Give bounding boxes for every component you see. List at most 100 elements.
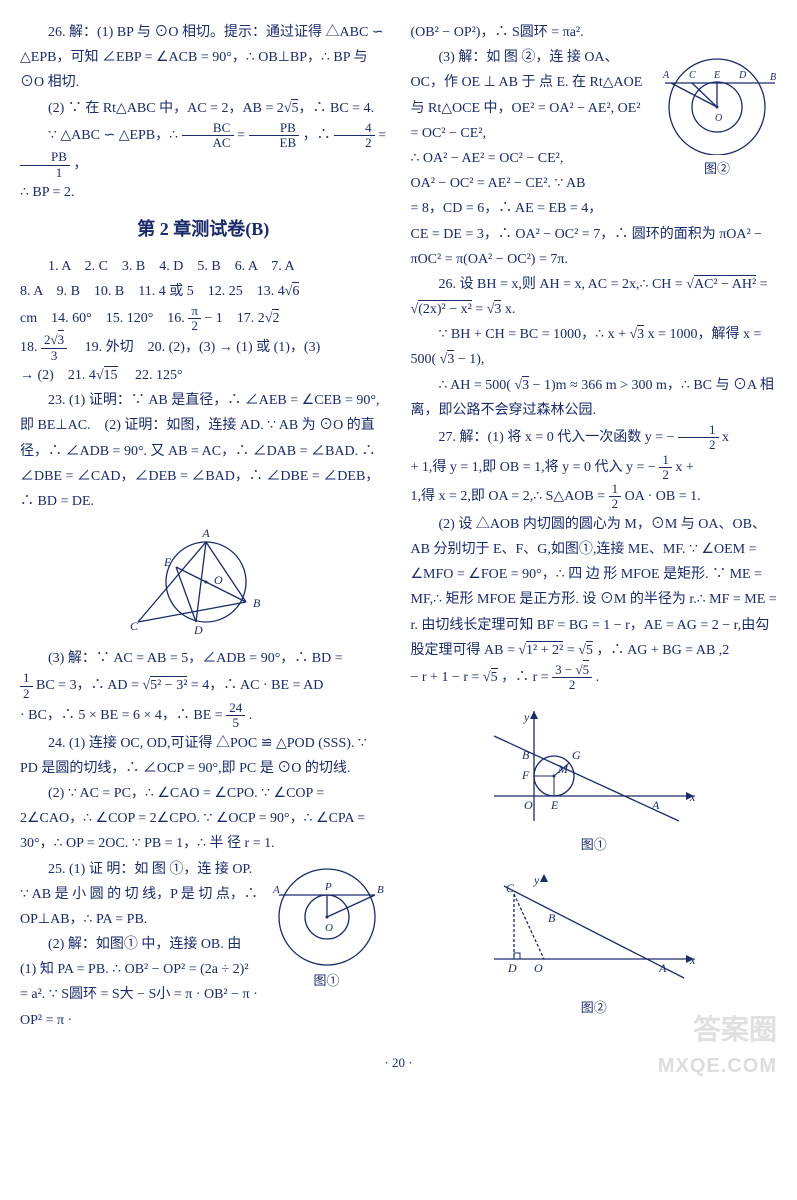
frac: 12 [678,423,719,453]
q26-2f: ∴ BP = 2. [20,180,387,205]
text: 27. 解：(1) 将 x = 0 代入一次函数 y = − [439,430,679,445]
text: (2) ∵ 在 Rt△ABC 中，AC = 2，AB = 2 [48,101,284,116]
svg-text:C: C [689,70,696,81]
text: = 4，∴ AC · BE = AD [191,678,323,693]
fig-label: 图① [267,969,387,992]
text: + 1,得 y = 1,即 OB = 1,将 y = 0 代入 y = − [411,460,660,475]
text: 19. 外切 20. (2)，(3) → (1) 或 (1)，(3) [71,341,321,356]
text: 22. 125° [121,368,183,383]
text: 26. 设 BH = x,则 AH = x, AC = 2x,∴ CH = [439,277,687,292]
text: x. [505,302,516,317]
q24-2: (2) ∵ AC = PC，∴ ∠CAO = ∠CPO. ∵ ∠COP = 2∠… [20,781,387,857]
text: ∵ BH + CH = BC = 1000，∴ x + [439,327,630,342]
r-p27-1: 27. 解：(1) 将 x = 0 代入一次函数 y = − 12 x [411,423,778,453]
sqrt: 6 [292,282,299,299]
text: OA · OB = 1. [625,489,701,504]
svg-text:C: C [130,619,139,633]
r-p26e: ∵ BH + CH = BC = 1000，∴ x + √3 x = 1000，… [411,322,778,372]
q26-2a: (2) ∵ 在 Rt△ABC 中，AC = 2，AB = 2√5，∴ BC = … [20,96,387,121]
svg-text:x: x [689,790,696,804]
r-p27-1e: 1,得 x = 2,即 OA = 2,∴ S△AOB = 12 OA · OB … [411,482,778,512]
text: − 1 17. 2 [204,311,264,326]
q26-1: 26. 解：(1) BP 与 ⊙O 相切。提示：通过证得 △ABC ∽ △EPB… [20,20,387,96]
sqrt: 3 [522,376,529,393]
frac: 12 [609,482,622,512]
q23-1-2: 23. (1) 证明：∵ AB 是直径，∴ ∠AEB = ∠CEB = 90°,… [20,388,387,514]
text: (3) 解：∵ AC = AB = 5，∠ADB = 90°，∴ BD = [48,651,343,666]
frac: 42 [334,121,375,151]
text: cm 14. 60° 15. 120° 16. [20,311,188,326]
figure-coord-1: O E A x y B F M G 图① [411,701,778,856]
r-p3e: CE = DE = 3，∴ OA² − OC² = 7，∴ 圆环的面积为 πOA… [411,222,778,272]
frac: PB1 [20,150,70,180]
frac: 245 [226,701,245,731]
r-p27-2: (2) 设 △AOB 内切圆的圆心为 M，⊙M 与 OA、OB、AB 分别切于 … [411,512,778,663]
text: x + [675,460,693,475]
svg-text:O: O [524,798,533,812]
svg-text:A: A [658,961,667,975]
text: − r + 1 − r = [411,670,483,685]
svg-text:E: E [163,555,172,569]
r-p27-2d: − r + 1 − r = √5 ，∴ r = 3 − √52 . [411,663,778,693]
sqrt: 5 [586,641,593,658]
answers-1: 1. A 2. C 3. B 4. D 5. B 6. A 7. A [20,254,387,279]
text: ，∴ BC = 4. [298,101,374,116]
svg-text:O: O [214,573,223,587]
text: 18. [20,341,41,356]
answers-3: cm 14. 60° 15. 120° 16. π2 − 1 17. 2√2 [20,304,387,334]
answers-5: → (2) 21. 4√15 22. 125° [20,363,387,388]
answers-2: 8. A 9. B 10. B 11. 4 或 5 12. 25 13. 4√6 [20,279,387,304]
text: = [475,302,486,317]
q24-1: 24. (1) 连接 OC, OD,可证得 △POC ≌ △POD (SSS).… [20,731,387,781]
text: 8. A 9. B 10. B 11. 4 或 5 12. 25 13. 4 [20,284,285,299]
text: . [596,670,600,685]
fig-label: 图② [657,157,777,180]
svg-text:A: A [662,70,670,81]
svg-text:A: A [272,884,280,896]
svg-text:P: P [324,881,332,893]
svg-text:C: C [506,881,515,895]
sqrt: 3 [637,325,644,342]
svg-text:B: B [548,911,556,925]
text: − 1), [458,352,485,367]
text: . [249,708,253,723]
r-p27-1c: + 1,得 y = 1,即 OB = 1,将 y = 0 代入 y = − 12… [411,453,778,483]
r-p3d: = 8，CD = 6，∴ AE = EB = 4， [411,196,778,221]
svg-text:x: x [689,953,696,967]
sqrt: (2x)² − x² [418,300,472,317]
svg-text:B: B [377,884,384,896]
svg-text:E: E [550,798,559,812]
answers-4: 18. 2√33 19. 外切 20. (2)，(3) → (1) 或 (1)，… [20,333,387,363]
q23-3b: 12 BC = 3，∴ AD = √5² − 3² = 4，∴ AC · BE … [20,671,387,701]
svg-text:B: B [253,596,261,610]
sqrt: 3 [447,350,454,367]
sqrt: 3 [494,300,501,317]
sqrt: AC² − AH² [694,275,756,292]
svg-text:A: A [202,526,211,540]
figure-25: A P B O 图① [267,857,387,992]
text: (2) 设 △AOB 内切圆的圆心为 M，⊙M 与 OA、OB、AB 分别切于 … [411,517,777,658]
q26-2b: ∵ △ABC ∽ △EPB，∴ BCAC = PBEB ，∴ 42 = PB1 … [20,121,387,180]
svg-text:E: E [713,70,720,81]
svg-text:O: O [715,113,722,124]
sqrt: 5² − 3² [150,676,187,693]
r-top: (OB² − OP²)，∴ S圆环 = πa². [411,20,778,45]
sqrt: 2 [272,309,279,326]
frac: PBEB [249,121,300,151]
sqrt: 15 [104,366,118,383]
svg-text:D: D [738,70,747,81]
figure-right-rings: A C E D B O 图② [657,45,777,180]
frac: BCAC [182,121,234,151]
text: → (2) 21. 4 [20,368,96,383]
svg-text:O: O [325,922,333,934]
text: = [760,277,768,292]
chapter-title: 第 2 章测试卷(B) [20,213,387,245]
svg-text:O: O [534,961,543,975]
text: BC = 3，∴ AD = [36,678,142,693]
frac: 12 [659,453,672,483]
svg-text:G: G [572,748,581,762]
svg-text:B: B [522,748,530,762]
text: ∵ △ABC ∽ △EPB，∴ [48,128,182,143]
text: = [567,643,578,658]
text: x [722,430,729,445]
